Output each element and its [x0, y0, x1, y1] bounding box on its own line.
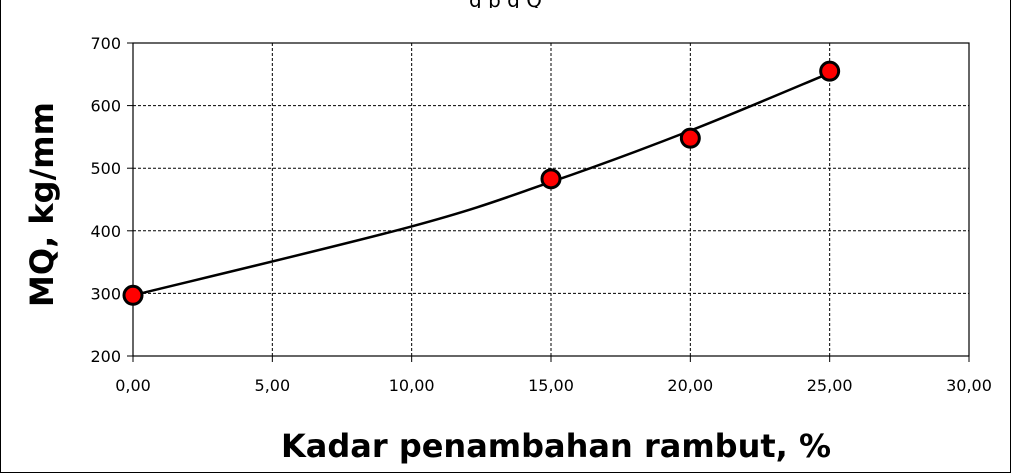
x-tick-label: 25,00 [807, 376, 853, 395]
x-tick-label: 0,00 [115, 376, 151, 395]
top-caption: g p g Q [1, 0, 1010, 8]
data-point [540, 168, 562, 190]
y-tick-label: 700 [90, 34, 121, 53]
y-tick-label: 300 [90, 284, 121, 303]
x-tick-label: 15,00 [528, 376, 574, 395]
y-tick-label: 600 [90, 97, 121, 116]
grid [133, 43, 969, 356]
y-tick-label: 200 [90, 347, 121, 366]
data-point [679, 127, 701, 149]
y-axis-title: MQ, kg/mm [23, 102, 61, 307]
y-tick-label: 400 [90, 222, 121, 241]
x-tick-labels: 0,00 5,00 10,00 15,00 20,00 25,00 30,00 [115, 376, 992, 395]
y-tick-label: 500 [90, 159, 121, 178]
x-tick-label: 20,00 [667, 376, 713, 395]
axis-ticks [127, 42, 970, 362]
data-points [122, 60, 841, 306]
y-tick-labels: 200 300 400 500 600 700 [90, 34, 121, 366]
x-axis-title: Kadar penambahan rambut, % [281, 427, 831, 465]
data-point [819, 60, 841, 82]
x-tick-label: 5,00 [255, 376, 291, 395]
trendline [132, 71, 831, 297]
x-tick-label: 10,00 [389, 376, 435, 395]
data-point [122, 284, 144, 306]
x-tick-label: 30,00 [946, 376, 992, 395]
